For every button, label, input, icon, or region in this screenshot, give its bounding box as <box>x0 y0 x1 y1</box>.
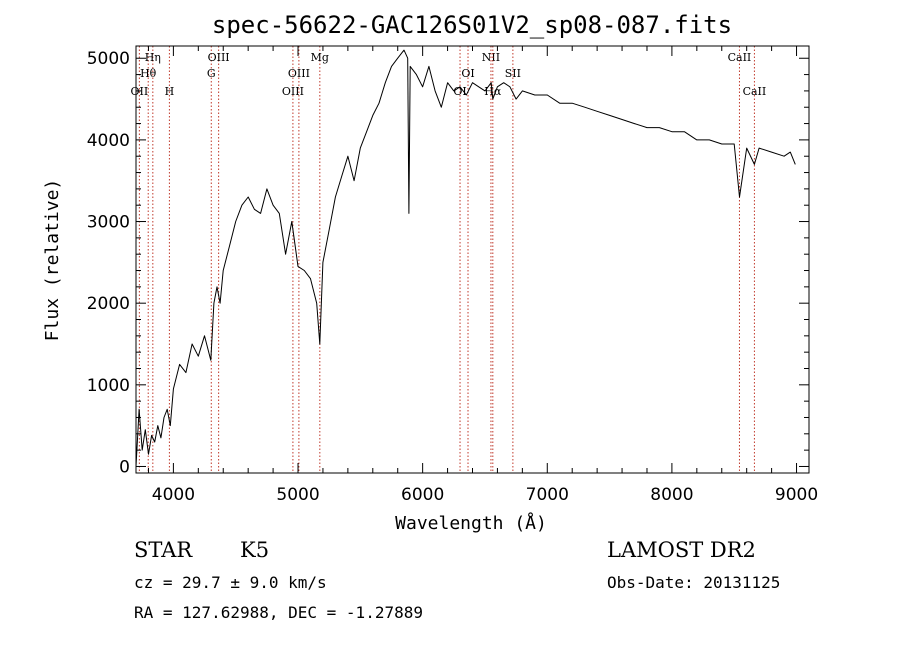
y-axis-label: Flux (relative) <box>42 179 63 342</box>
line-marker-label-6: OIII <box>282 85 304 98</box>
line-marker-label-8: Mg <box>311 51 329 64</box>
line-marker-label-10: OI <box>461 67 474 80</box>
observation-date: Obs-Date: 20131125 <box>607 573 781 592</box>
line-marker-label-13: SII <box>505 67 521 80</box>
y-tick-label-2000: 2000 <box>87 294 130 314</box>
survey-name: LAMOST DR2 <box>607 538 756 562</box>
line-marker-label-4: G <box>207 67 216 80</box>
x-tick-label-6000: 6000 <box>401 485 444 505</box>
line-marker-label-9: OI <box>453 85 466 98</box>
x-tick-label-4000: 4000 <box>152 485 195 505</box>
x-tick-label-8000: 8000 <box>650 485 693 505</box>
line-marker-label-2: Hη <box>145 51 161 64</box>
x-tick-label-7000: 7000 <box>526 485 569 505</box>
line-marker-label-5: OIII <box>208 51 230 64</box>
line-marker-label-0: OII <box>131 85 149 98</box>
y-tick-label-0: 0 <box>119 457 130 477</box>
line-marker-label-1: Hθ <box>140 67 157 80</box>
line-marker-label-15: CaII <box>743 85 767 98</box>
line-marker-label-3: H <box>165 85 175 98</box>
spectral-class: STAR <box>134 538 193 562</box>
series-spectrum <box>135 49 796 467</box>
line-marker-label-7: OIII <box>288 67 310 80</box>
x-tick-label-5000: 5000 <box>276 485 319 505</box>
plot-frame <box>135 45 810 474</box>
y-tick-label-4000: 4000 <box>87 131 130 151</box>
redshift-readout: cz = 29.7 ± 9.0 km/s <box>134 573 327 592</box>
y-tick-label-3000: 3000 <box>87 213 130 233</box>
y-tick-label-1000: 1000 <box>87 376 130 396</box>
chart-title: spec-56622-GAC126S01V2_sp08-087.fits <box>212 11 732 39</box>
series-layer <box>135 49 796 467</box>
axes: 4000 5000 6000 7000 8000 9000 0 1000 2000 3000 400… <box>87 46 818 505</box>
coordinates: RA = 127.62988, DEC = -1.27889 <box>134 603 423 622</box>
line-marker-label-12: Hα <box>484 85 502 98</box>
y-tick-label-5000: 5000 <box>87 49 130 69</box>
x-axis-label: Wavelength (Å) <box>395 512 547 534</box>
line-marker-label-11: NII <box>482 51 500 64</box>
x-tick-label-9000: 9000 <box>775 485 818 505</box>
line-markers: OIIHθHηHGOIIIOIIIOIIIMgOIOINIIHαSIICaIIC… <box>131 46 767 473</box>
spectral-subclass: K5 <box>240 538 270 562</box>
line-marker-label-14: CaII <box>728 51 752 64</box>
